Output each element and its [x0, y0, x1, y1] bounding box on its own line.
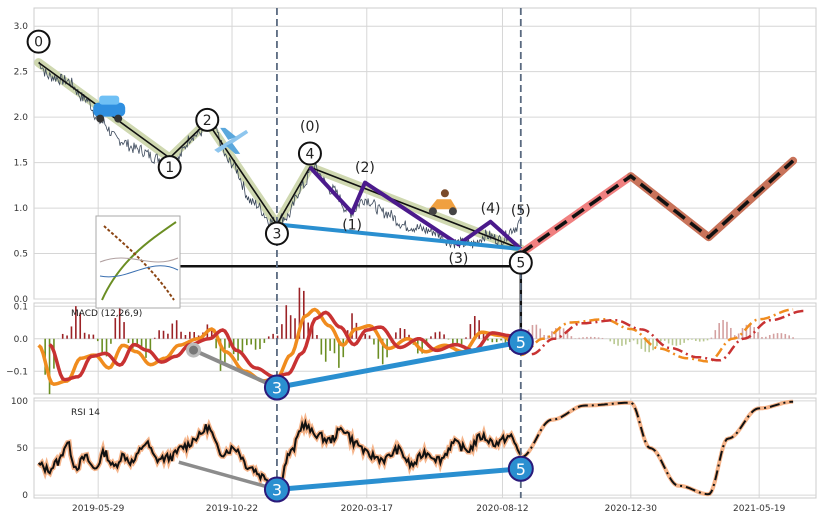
wave-sub-line: [308, 165, 523, 251]
car-wheel: [96, 114, 105, 123]
scooter-wheel: [428, 207, 437, 216]
plane-fuselage: [214, 129, 249, 153]
projection-dashed-line: [519, 159, 795, 255]
wave-label: (4): [481, 201, 501, 217]
macd-divergence-marker: [507, 329, 534, 355]
wave-label-circle: [26, 29, 51, 54]
price-y-tick-label: 0.5: [14, 250, 28, 260]
price-layer: [34, 58, 798, 342]
rsi-divergence-line: [276, 466, 522, 492]
scooter-wheel: [448, 207, 457, 216]
rsi-y-tick-label: 100: [11, 397, 28, 407]
rsi-divergence-marker: [507, 455, 534, 482]
macd-signal-projection: [531, 309, 805, 362]
macd-signal-line: [48, 310, 533, 382]
axis-ticks: 2019-05-29 2019-10-22 2020-03-17 2020-08-12…: [6, 22, 785, 514]
airplane-icon: [214, 127, 249, 154]
x-tick-label: 2021-05-19: [733, 504, 786, 514]
wave-label: (0): [300, 119, 320, 135]
wave-label: (1): [342, 217, 362, 233]
wave-label-circle: [297, 141, 322, 166]
price-y-tick-label: 1.0: [14, 204, 29, 214]
wave-label: 5: [516, 256, 525, 272]
car-icon: [93, 95, 126, 123]
wave-label: 1: [165, 160, 174, 176]
wave-label: (2): [355, 160, 375, 176]
macd-y-tick-label: 0.1: [14, 302, 28, 312]
car-wheel: [114, 114, 123, 123]
car-body: [93, 102, 126, 117]
macd-divergence-marker: [263, 374, 290, 401]
rsi-divergence-marker: [263, 476, 290, 503]
wave-label: 3: [272, 227, 281, 243]
wave-label-circle: [157, 155, 182, 180]
price-y-tick-label: 2.5: [14, 68, 28, 78]
price-y-tick-label: 2.0: [14, 113, 29, 123]
x-tick-label: 2020-08-12: [476, 504, 528, 514]
macd-divergence-line: [276, 339, 522, 390]
rsi-gray-line: [178, 460, 278, 492]
x-tick-label: 2020-03-17: [341, 504, 393, 514]
price-y-tick-label: 0.0: [14, 295, 29, 305]
macd-panel: [33, 302, 817, 395]
wave-label-circle: [195, 107, 220, 132]
grid-lines: [34, 8, 816, 498]
scooter-body: [428, 199, 457, 210]
price-y-tick-label: 3.0: [14, 22, 29, 32]
rsi-y-tick-label: 50: [17, 444, 29, 454]
wave-label-circle: [508, 250, 533, 275]
rsi-panel-label: RSI 14: [71, 408, 100, 418]
plane-wing: [226, 142, 241, 154]
macd-y-tick-label: 0.0: [14, 335, 29, 345]
rsi-marker-label: 3: [272, 481, 282, 500]
macd-panel-label: MACD (12,26,9): [71, 309, 142, 319]
x-tick-label: 2019-05-29: [72, 504, 125, 514]
rsi-y-tick-label: 0: [22, 491, 28, 501]
macd-gray-line: [192, 348, 278, 390]
wave-label: 2: [203, 113, 212, 129]
rsi-marker-label: 5: [516, 460, 526, 479]
price-y-tick-label: 1.5: [14, 159, 28, 169]
wave-label: (3): [449, 251, 469, 267]
scooter-rider: [440, 189, 449, 198]
plane-wing: [220, 127, 237, 140]
rsi-projection: [520, 400, 794, 496]
wave-label: (5): [511, 203, 531, 219]
car-window: [99, 95, 120, 105]
x-tick-label: 2019-10-22: [206, 504, 258, 514]
wave-channel-line: [276, 222, 522, 251]
macd-marker-label: 3: [272, 379, 282, 398]
wave-label: 4: [305, 147, 314, 163]
wave-label-circle: [264, 221, 289, 246]
macd-projection: [520, 308, 794, 363]
wave-labels: 0 1 2 3 4 5 (0) (1) (2) (3) (4) (5) 3 5 3 5: [26, 29, 534, 503]
scooter-icon: [428, 189, 457, 216]
wave-label: 0: [34, 35, 43, 51]
macd-gray-dot: [186, 342, 202, 358]
inset-thumbnail: [95, 215, 181, 309]
macd-marker-label: 5: [516, 333, 526, 352]
wave-main-line: [38, 61, 522, 250]
x-tick-label: 2020-12-30: [605, 504, 658, 514]
macd-y-tick-label: −0.1: [6, 367, 28, 377]
